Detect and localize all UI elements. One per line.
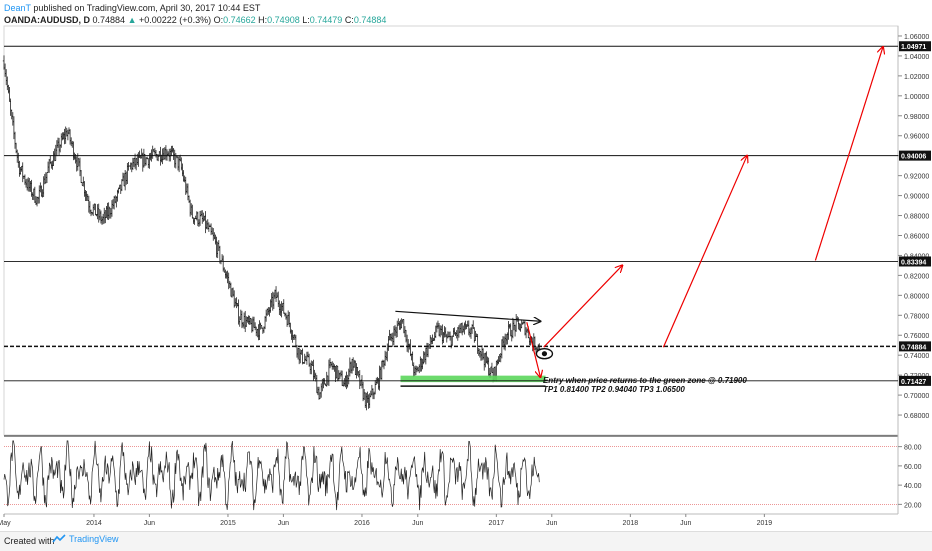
tradingview-brand[interactable]: TradingView <box>52 534 119 544</box>
projection-arrow <box>814 47 883 261</box>
osc-tick-label: 60.00 <box>904 464 922 471</box>
chart-header: DeanT published on TradingView.com, Apri… <box>4 2 386 26</box>
close-ohlc-value: 0.74884 <box>353 15 387 25</box>
price-pane-frame <box>3 25 899 436</box>
price-tick-label: 1.06000 <box>904 34 929 41</box>
level-label-box <box>899 150 931 161</box>
price-bars <box>2 55 541 411</box>
osc-tick-label: 20.00 <box>904 502 922 509</box>
price-tick-label: 0.98000 <box>904 114 929 121</box>
time-tick-label: 2016 <box>354 520 370 527</box>
chart-canvas[interactable]: 0.680000.700000.720000.740000.760000.780… <box>0 0 932 531</box>
price-tick-label: 1.02000 <box>904 74 929 81</box>
level-label-box <box>899 256 931 267</box>
ohlc-line: OANDA:AUDUSD, D 0.74884 ▲ +0.00222 (+0.3… <box>4 14 386 26</box>
time-tick-label: Jun <box>412 520 423 527</box>
time-tick-label: Jun <box>144 520 155 527</box>
change-value: +0.00222 (+0.3%) <box>139 15 212 25</box>
price-tick-label: 0.92000 <box>904 174 929 181</box>
close-label: C: <box>344 15 354 25</box>
publish-info: published on TradingView.com, April 30, … <box>30 3 261 13</box>
time-tick-label: 2015 <box>220 520 236 527</box>
publish-line: DeanT published on TradingView.com, Apri… <box>4 2 386 14</box>
price-tick-label: 0.86000 <box>904 233 929 240</box>
low-label: L: <box>302 15 310 25</box>
time-axis: May 2014 Jun 2015 Jun 2016 Jun 2017 Jun 2018 Jun 20… <box>0 513 898 527</box>
high-label: H: <box>258 15 268 25</box>
tp-annotation: TP1 0.81400 TP2 0.94040 TP3 1.06500 <box>543 385 685 394</box>
osc-tick-label: 80.00 <box>904 445 922 452</box>
tradingview-logo-icon <box>52 534 66 543</box>
footer-bar: Created with TradingView <box>0 531 932 551</box>
price-tick-label: 0.78000 <box>904 313 929 320</box>
price-pane: 0.680000.700000.720000.740000.760000.780… <box>2 25 931 514</box>
high-value: 0.74908 <box>267 15 300 25</box>
time-tick-label: Jun <box>546 520 557 527</box>
time-tick-label: 2014 <box>86 520 102 527</box>
price-tick-label: 1.00000 <box>904 94 929 101</box>
eye-pupil <box>541 351 548 357</box>
low-value: 0.74479 <box>309 15 343 25</box>
level-label: 0.94006 <box>901 154 926 161</box>
time-tick-label: Jun <box>278 520 289 527</box>
projection-arrow <box>526 322 541 377</box>
price-tick-label: 0.96000 <box>904 134 929 141</box>
price-tick-label: 0.76000 <box>904 333 929 340</box>
price-tick-label: 0.70000 <box>904 393 929 400</box>
price-tick-label: 0.68000 <box>904 413 929 420</box>
open-label: O: <box>213 15 224 25</box>
level-label-box <box>899 341 931 352</box>
price-tick-label: 0.82000 <box>904 273 929 280</box>
projection-arrow <box>662 156 747 348</box>
level-label: 0.71427 <box>901 379 926 386</box>
price-tick-label: 0.74000 <box>904 353 929 360</box>
osc-tick-label: 40.00 <box>904 483 922 490</box>
change-arrow-icon: ▲ <box>127 15 137 25</box>
level-label: 1.04971 <box>901 44 926 51</box>
price-tick-label: 0.88000 <box>904 214 929 221</box>
level-label-box <box>899 41 931 52</box>
entry-annotation: Entry when price returns to the green zo… <box>543 376 747 385</box>
open-value: 0.74662 <box>223 15 256 25</box>
price-tick-label: 0.90000 <box>904 194 929 201</box>
level-label: 0.83394 <box>901 259 926 266</box>
green-entry-zone <box>400 375 546 383</box>
price-tick-label: 1.04000 <box>904 54 929 61</box>
time-tick-label: Jun <box>680 520 691 527</box>
trendline-arrow <box>395 310 540 321</box>
oscillator-line <box>3 440 540 511</box>
price-tick-label: 0.80000 <box>904 293 929 300</box>
eye-icon <box>535 347 554 360</box>
symbol-label: OANDA:AUDUSD, D <box>4 15 90 25</box>
time-tick-label: 2018 <box>623 520 639 527</box>
close-value: 0.74884 <box>92 15 126 25</box>
time-tick-label: 2019 <box>757 520 773 527</box>
level-label-box <box>899 375 931 386</box>
author-link[interactable]: DeanT <box>4 3 31 13</box>
time-tick-label: May <box>0 520 11 527</box>
created-with-label: Created with <box>4 536 55 546</box>
time-tick-label: 2017 <box>489 520 505 527</box>
brand-name: TradingView <box>69 534 119 544</box>
projection-arrow <box>543 265 623 348</box>
level-label: 0.74884 <box>901 344 926 351</box>
oscillator-pane: 20.00 40.00 60.00 80.00 <box>3 440 922 511</box>
